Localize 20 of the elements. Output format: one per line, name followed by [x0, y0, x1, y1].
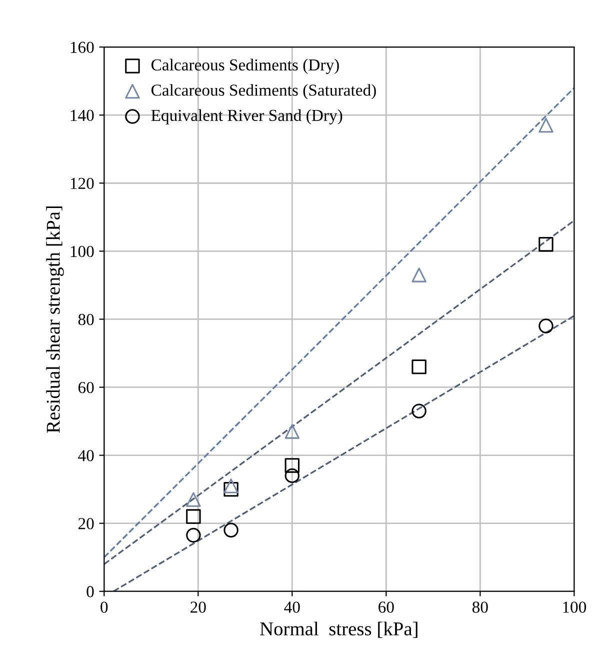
- x-tick-label: 80: [472, 602, 488, 613]
- y-tick-label: 0: [86, 586, 94, 598]
- y-tick-label: 20: [78, 518, 94, 530]
- y-tick-label: 120: [70, 178, 94, 190]
- y-tick-label: 160: [70, 42, 94, 53]
- legend-label: Calcareous Sediments (Dry): [151, 58, 339, 74]
- x-axis-title: Normal stress [kPa]: [260, 622, 418, 638]
- legend-label: Calcareous Sediments (Saturated): [151, 84, 376, 100]
- x-tick-label: 100: [563, 602, 586, 613]
- y-tick-label: 80: [78, 314, 94, 326]
- y-tick-label: 140: [70, 110, 94, 122]
- y-tick-label: 40: [78, 450, 94, 462]
- y-tick-label: 100: [70, 246, 94, 258]
- y-tick-label: 60: [78, 382, 94, 394]
- legend-label: Equivalent River Sand (Dry): [151, 109, 342, 124]
- x-tick-label: 0: [100, 602, 108, 613]
- x-tick-label: 20: [190, 602, 206, 613]
- x-tick-label: 40: [284, 602, 300, 613]
- x-tick-label: 60: [378, 602, 394, 613]
- y-axis-title: Residual shear strength [kPa]: [46, 206, 64, 433]
